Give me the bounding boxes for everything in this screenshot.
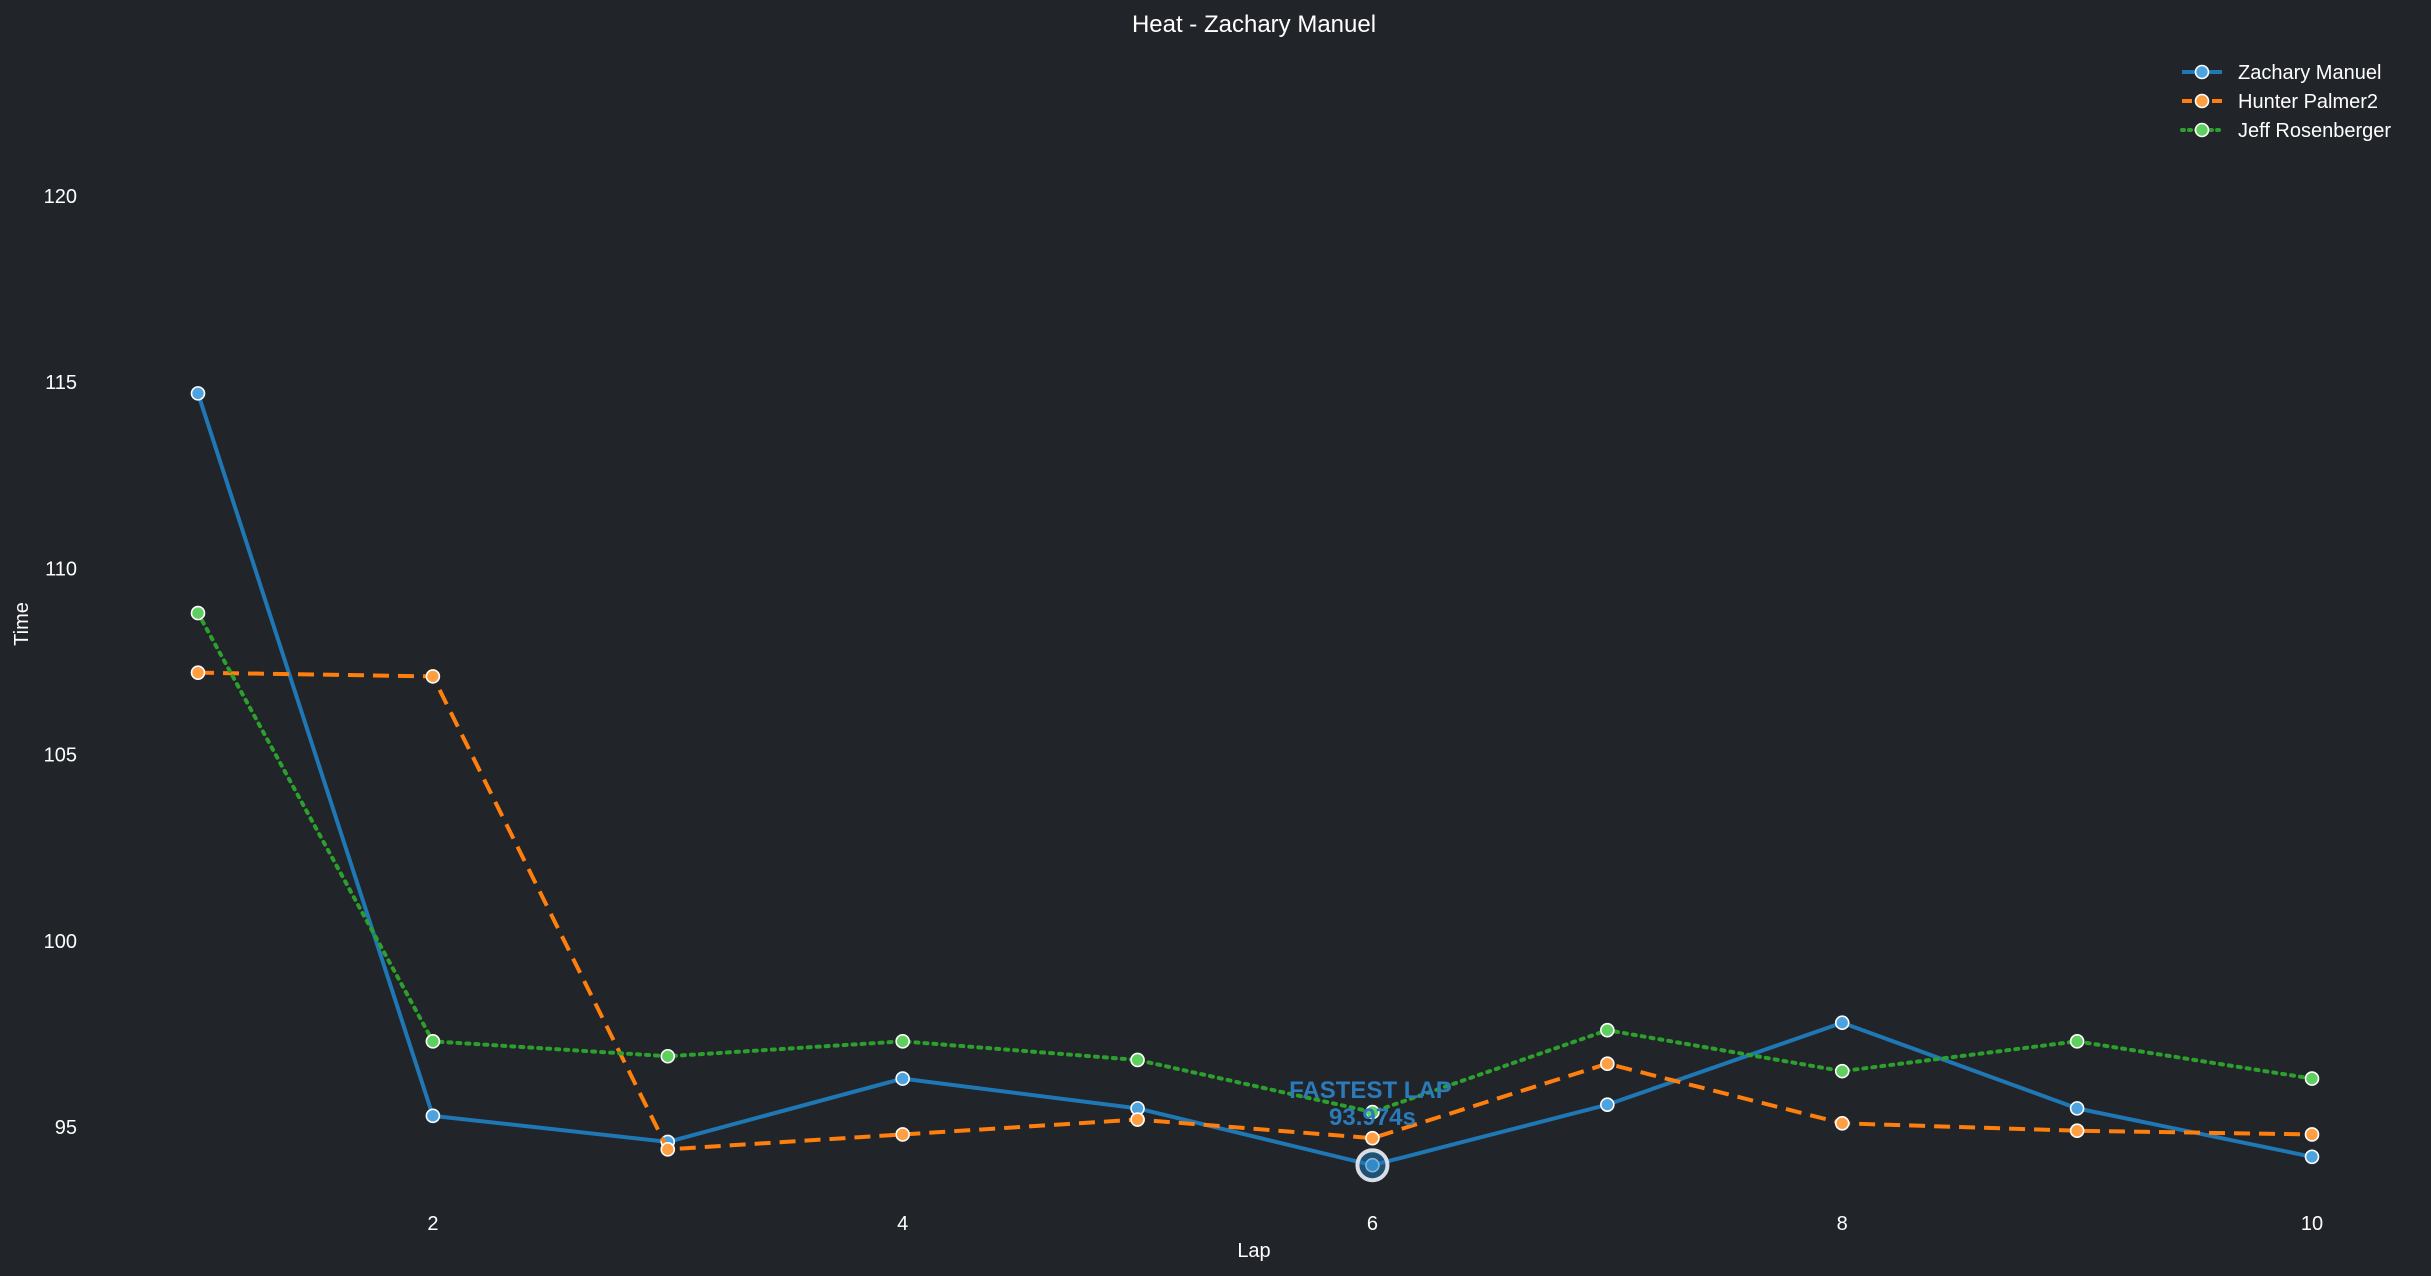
- legend-swatch-marker: [2194, 64, 2210, 80]
- fastest-lap-value: 93.974s: [1329, 1104, 1416, 1131]
- series-line: [196, 392, 2313, 1168]
- legend-item: Zachary Manuel: [2182, 62, 2381, 84]
- legend-label: Jeff Rosenberger: [2238, 120, 2391, 142]
- y-tick-label: 100: [44, 931, 77, 953]
- data-point: [895, 1034, 910, 1049]
- series-line: [197, 670, 2313, 1152]
- legend-item: Hunter Palmer2: [2182, 91, 2378, 113]
- x-axis-ticks: 2 4 6 8 10: [427, 1213, 2323, 1235]
- x-axis-label: Lap: [1237, 1240, 1270, 1262]
- data-point: [1130, 1052, 1145, 1068]
- data-point: [2069, 1034, 2085, 1049]
- data-point: [1365, 1104, 1380, 1120]
- data-point: [895, 1071, 910, 1086]
- data-point: [2304, 1149, 2320, 1165]
- data-point: [1365, 1130, 1380, 1146]
- data-point: [1834, 1063, 1850, 1079]
- data-point: [1600, 1097, 1615, 1112]
- y-tick-label: 95: [55, 1117, 77, 1139]
- data-point: [190, 605, 206, 621]
- data-point: [1834, 1015, 1850, 1031]
- x-tick-label: 4: [897, 1213, 908, 1235]
- data-point: [660, 1142, 676, 1157]
- y-axis-label: Time: [11, 602, 33, 646]
- data-point: [2304, 1071, 2320, 1086]
- fastest-lap-label: FASTEST LAP: [1289, 1077, 1452, 1104]
- data-point: [190, 665, 206, 680]
- legend-swatch-marker: [2194, 93, 2210, 109]
- data-point: [1834, 1115, 1850, 1131]
- data-point: [2069, 1101, 2085, 1116]
- series-layer: [190, 386, 2320, 1173]
- legend-item: Jeff Rosenberger: [2180, 120, 2391, 142]
- data-point: [425, 1034, 441, 1049]
- x-tick-label: 10: [2301, 1213, 2323, 1235]
- x-tick-label: 2: [427, 1213, 438, 1235]
- x-tick-label: 8: [1837, 1213, 1848, 1235]
- series-zachary-manuel: [190, 386, 2320, 1173]
- data-point: [190, 386, 206, 401]
- legend-label: Hunter Palmer2: [2238, 91, 2378, 113]
- series-jeff-rosenberger: [190, 605, 2320, 1120]
- data-point: [1130, 1112, 1145, 1127]
- x-tick-label: 6: [1367, 1213, 1378, 1235]
- legend-swatch-marker: [2194, 122, 2210, 138]
- y-tick-label: 115: [45, 372, 77, 394]
- data-point: [895, 1127, 910, 1142]
- y-tick-label: 110: [45, 558, 77, 580]
- y-tick-label: 105: [44, 745, 77, 767]
- y-axis-ticks: 95 100 105 110 115 120: [44, 186, 77, 1139]
- series-hunter-palmer2: [190, 665, 2320, 1157]
- data-point: [425, 669, 441, 684]
- fastest-lap-annotation: FASTEST LAP 93.974s: [1289, 1077, 1452, 1183]
- chart-legend: Zachary Manuel Hunter Palmer2 Jeff Rosenbe…: [2180, 62, 2391, 142]
- data-point: [1600, 1056, 1615, 1071]
- chart-title: Heat - Zachary Manuel: [1132, 11, 1376, 38]
- legend-label: Zachary Manuel: [2238, 62, 2381, 84]
- series-line: [196, 611, 2314, 1115]
- data-point: [2069, 1123, 2085, 1139]
- data-point: [660, 1048, 676, 1064]
- data-point: [1600, 1022, 1615, 1038]
- fastest-lap-marker: [1355, 1148, 1390, 1183]
- data-point: [2304, 1127, 2320, 1142]
- data-point: [425, 1108, 441, 1124]
- y-tick-label: 120: [44, 186, 77, 208]
